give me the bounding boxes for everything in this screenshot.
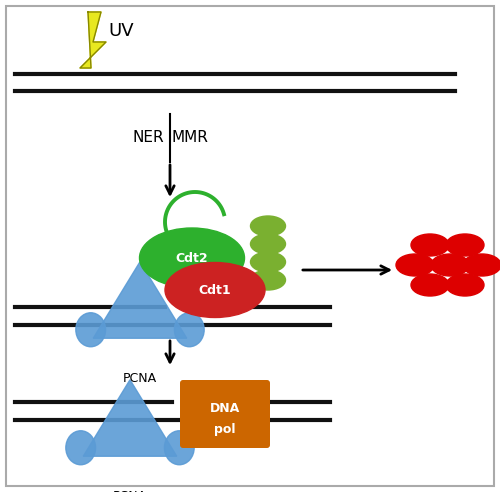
Ellipse shape [411,274,449,296]
Ellipse shape [140,228,244,288]
Ellipse shape [463,254,500,276]
Text: DNA: DNA [210,401,240,414]
Ellipse shape [165,263,265,317]
FancyBboxPatch shape [180,380,270,448]
Text: Cdt2: Cdt2 [176,251,208,265]
Polygon shape [93,262,187,338]
Ellipse shape [250,270,286,290]
Text: NER: NER [132,130,164,146]
Text: pol: pol [214,424,236,436]
Text: MMR: MMR [172,130,208,146]
Ellipse shape [446,234,484,256]
Text: Cdt1: Cdt1 [198,283,232,297]
Ellipse shape [250,252,286,272]
Text: UV: UV [108,22,134,40]
Ellipse shape [174,313,204,347]
Text: PCNA: PCNA [113,490,147,492]
Ellipse shape [164,431,194,465]
Ellipse shape [446,274,484,296]
Ellipse shape [76,313,106,347]
Ellipse shape [66,431,96,465]
Ellipse shape [396,254,434,276]
Ellipse shape [431,254,469,276]
Polygon shape [83,380,177,456]
Ellipse shape [250,234,286,254]
Text: PCNA: PCNA [123,372,157,385]
Ellipse shape [411,234,449,256]
Ellipse shape [250,216,286,236]
Polygon shape [80,12,106,68]
